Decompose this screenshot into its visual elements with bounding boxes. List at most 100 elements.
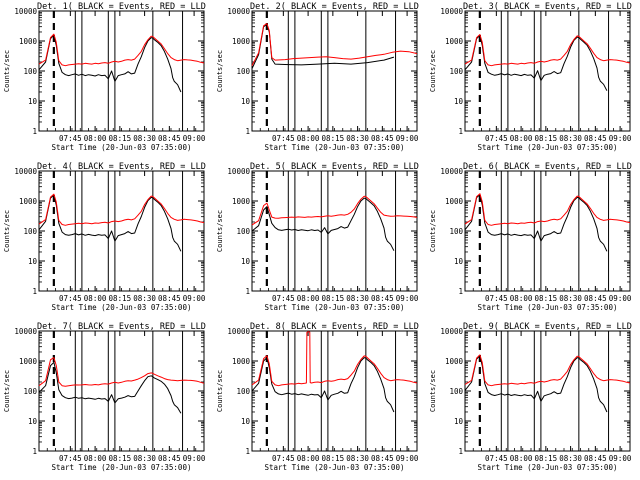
series-line-events	[251, 197, 395, 251]
x-tick-label: 08:45	[158, 294, 181, 303]
series-line-lld	[38, 33, 205, 67]
y-tick-label: 10	[454, 257, 464, 266]
x-axis-label: Start Time (20-Jun-03 07:35:00)	[52, 463, 192, 472]
x-tick-label: 09:00	[609, 134, 632, 143]
x-axis-label: Start Time (20-Jun-03 07:35:00)	[478, 143, 618, 152]
y-axis-label: Counts/sec	[429, 210, 437, 252]
series-line-events	[251, 23, 395, 69]
x-tick-label: 09:00	[183, 294, 206, 303]
chart-title: Det. 5( BLACK = Events, RED = LLD	[250, 162, 419, 172]
y-tick-label: 10	[454, 97, 464, 106]
y-tick-label: 10000	[14, 327, 37, 336]
x-tick-label: 08:00	[84, 134, 107, 143]
chart-title: Det. 6( BLACK = Events, RED = LLD	[463, 162, 632, 172]
y-tick-label: 10000	[440, 7, 463, 16]
series-line-events	[251, 357, 395, 413]
plot-frame	[464, 170, 631, 292]
plot-frame	[464, 10, 631, 132]
y-tick-label: 10000	[227, 167, 250, 176]
x-tick-label: 07:45	[59, 134, 82, 143]
x-axis-label: Start Time (20-Jun-03 07:35:00)	[265, 463, 405, 472]
x-tick-label: 08:00	[297, 294, 320, 303]
series-line-lld	[251, 331, 418, 387]
y-tick-label: 10	[241, 417, 251, 426]
x-tick-label: 08:30	[346, 294, 369, 303]
y-axis-label: Counts/sec	[3, 50, 11, 92]
x-tick-label: 08:45	[371, 294, 394, 303]
x-tick-label: 08:45	[584, 294, 607, 303]
x-tick-label: 09:00	[183, 454, 206, 463]
y-tick-label: 1000	[19, 357, 38, 366]
x-tick-label: 08:15	[322, 294, 345, 303]
y-axis-label: Counts/sec	[216, 50, 224, 92]
x-axis-label: Start Time (20-Jun-03 07:35:00)	[52, 143, 192, 152]
chart-panel-9: Det. 9( BLACK = Events, RED = LLD Counts/…	[429, 322, 632, 472]
series-line-lld	[464, 193, 631, 226]
x-tick-label: 08:00	[84, 454, 107, 463]
chart-title: Det. 7( BLACK = Events, RED = LLD	[37, 322, 206, 332]
x-tick-label: 09:00	[396, 134, 419, 143]
y-tick-label: 1	[458, 127, 463, 136]
y-tick-label: 1000	[232, 37, 251, 46]
x-axis-label: Start Time (20-Jun-03 07:35:00)	[478, 463, 618, 472]
x-tick-label: 08:15	[109, 134, 132, 143]
y-tick-label: 100	[449, 227, 463, 236]
x-tick-label: 08:00	[297, 134, 320, 143]
y-tick-label: 10000	[227, 7, 250, 16]
x-tick-label: 08:30	[133, 134, 156, 143]
x-tick-label: 08:45	[371, 134, 394, 143]
y-tick-label: 10	[28, 97, 38, 106]
x-tick-label: 08:30	[559, 294, 582, 303]
y-tick-label: 1000	[232, 357, 251, 366]
y-tick-label: 10000	[227, 327, 250, 336]
x-tick-label: 08:45	[158, 134, 181, 143]
plot-frame	[38, 10, 205, 132]
x-tick-label: 09:00	[396, 454, 419, 463]
y-tick-label: 10000	[14, 7, 37, 16]
y-tick-label: 1	[458, 447, 463, 456]
y-tick-label: 100	[236, 387, 250, 396]
y-axis-label: Counts/sec	[429, 50, 437, 92]
x-tick-label: 07:45	[485, 454, 508, 463]
plot-frame	[251, 330, 418, 452]
x-tick-label: 08:30	[133, 454, 156, 463]
y-tick-label: 10000	[440, 327, 463, 336]
x-tick-label: 08:00	[510, 134, 533, 143]
series-line-events	[464, 34, 608, 91]
y-tick-label: 100	[23, 387, 37, 396]
series-line-lld	[251, 195, 418, 226]
series-line-events	[38, 361, 182, 414]
y-tick-label: 100	[23, 67, 37, 76]
plot-frame	[464, 330, 631, 452]
y-tick-label: 1000	[232, 197, 251, 206]
series-line-lld	[38, 193, 205, 226]
chart-title: Det. 9( BLACK = Events, RED = LLD	[463, 322, 632, 332]
series-line-lld	[464, 34, 631, 67]
x-tick-label: 08:00	[510, 454, 533, 463]
chart-panel-7: Det. 7( BLACK = Events, RED = LLD Counts/…	[3, 322, 206, 472]
y-tick-label: 10	[241, 97, 251, 106]
x-tick-label: 09:00	[396, 294, 419, 303]
y-tick-label: 1000	[445, 357, 464, 366]
y-tick-label: 1000	[19, 37, 38, 46]
series-line-events	[38, 194, 182, 252]
chart-panel-2: Det. 2( BLACK = Events, RED = LLD Counts/…	[216, 2, 419, 152]
chart-panel-4: Det. 4( BLACK = Events, RED = LLD Counts/…	[3, 162, 206, 312]
y-tick-label: 1	[32, 447, 37, 456]
chart-panel-6: Det. 6( BLACK = Events, RED = LLD Counts/…	[429, 162, 632, 312]
y-tick-label: 10000	[440, 167, 463, 176]
chart-panel-8: Det. 8( BLACK = Events, RED = LLD Counts/…	[216, 322, 419, 472]
y-tick-label: 1	[245, 287, 250, 296]
x-tick-label: 08:00	[297, 454, 320, 463]
x-tick-label: 08:30	[346, 454, 369, 463]
x-axis-label: Start Time (20-Jun-03 07:35:00)	[265, 303, 405, 312]
y-tick-label: 1	[245, 447, 250, 456]
y-axis-label: Counts/sec	[216, 210, 224, 252]
x-tick-label: 07:45	[485, 294, 508, 303]
x-tick-label: 08:00	[510, 294, 533, 303]
x-tick-label: 08:15	[535, 134, 558, 143]
x-axis-label: Start Time (20-Jun-03 07:35:00)	[52, 303, 192, 312]
series-line-events	[38, 34, 182, 93]
plot-frame	[38, 330, 205, 452]
y-axis-label: Counts/sec	[429, 370, 437, 412]
